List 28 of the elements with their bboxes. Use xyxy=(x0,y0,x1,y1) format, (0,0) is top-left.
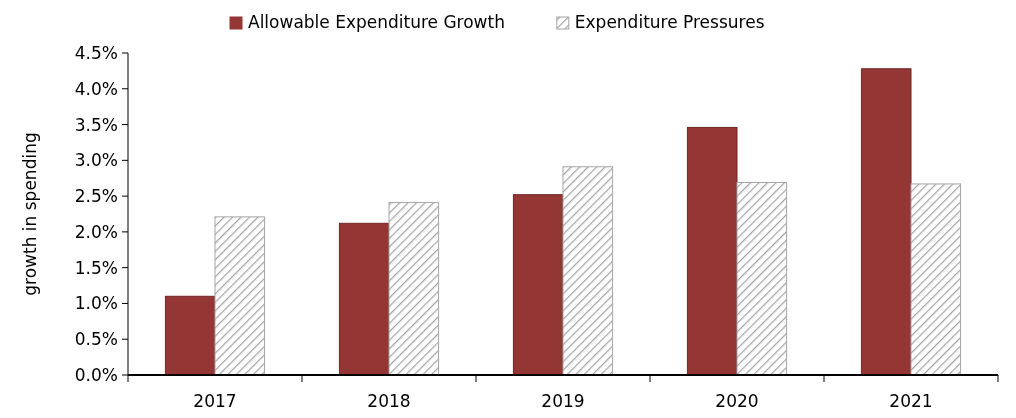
y-tick-label: 3.0% xyxy=(74,150,118,171)
y-tick-label: 2.0% xyxy=(74,221,118,242)
y-tick-label: 4.0% xyxy=(74,78,118,99)
y-tick-label: 3.5% xyxy=(74,114,118,135)
y-axis-title: growth in spending xyxy=(20,132,40,296)
y-tick-label: 0.0% xyxy=(74,364,118,385)
bar xyxy=(736,182,788,376)
bar xyxy=(686,126,738,376)
y-tick-label: 2.5% xyxy=(74,186,118,207)
x-tick-label: 2019 xyxy=(541,391,585,411)
bar xyxy=(338,222,390,376)
bar xyxy=(388,202,440,376)
legend-label: Expenditure Pressures xyxy=(574,12,765,32)
bar xyxy=(910,183,962,376)
x-tick-label: 2020 xyxy=(715,391,759,411)
bar xyxy=(512,194,564,376)
y-tick-label: 4.5% xyxy=(74,42,118,63)
y-tick-label: 1.5% xyxy=(74,257,118,278)
bar xyxy=(214,216,266,376)
legend-label: Allowable Expenditure Growth xyxy=(248,12,505,32)
x-tick-label: 2017 xyxy=(193,391,237,411)
bar xyxy=(164,295,216,376)
bar xyxy=(860,68,912,376)
x-tick-label: 2021 xyxy=(889,391,933,411)
y-tick-label: 1.0% xyxy=(74,293,118,314)
y-tick-label: 0.5% xyxy=(74,329,118,350)
x-tick-label: 2018 xyxy=(367,391,411,411)
bar xyxy=(562,166,614,376)
